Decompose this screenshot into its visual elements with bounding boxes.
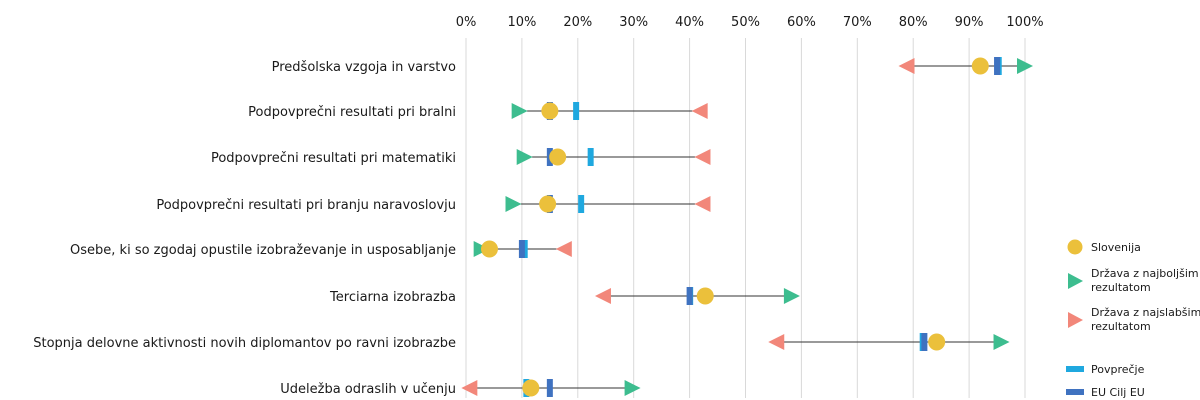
category-row [505, 195, 711, 213]
worst-country-marker [694, 196, 711, 212]
average-marker [578, 195, 585, 213]
eu-target-marker [994, 57, 1001, 75]
category-row [594, 287, 800, 305]
legend-label: rezultatom [1091, 320, 1151, 333]
legend-swatch [1066, 389, 1084, 395]
category-label: Podpovprečni resultati pri branju naravo… [156, 198, 456, 213]
best-country-marker [505, 196, 522, 212]
worst-country-marker [691, 103, 708, 119]
x-tick-label: 100% [1006, 15, 1043, 30]
best-country-marker [511, 103, 528, 119]
x-tick-label: 40% [675, 15, 704, 30]
x-tick-label: 80% [899, 15, 928, 30]
worst-country-marker [898, 58, 915, 74]
slovenia-marker [971, 57, 989, 75]
worst-country-marker [768, 334, 785, 350]
average-marker [573, 102, 580, 120]
best-country-marker [624, 380, 641, 396]
slovenia-marker [696, 287, 714, 305]
legend-swatch [1068, 312, 1083, 328]
plot-marks [461, 57, 1033, 397]
worst-country-marker [555, 241, 572, 257]
slovenia-marker [549, 148, 567, 166]
legend-label: Država z najboljšim [1091, 267, 1199, 280]
slovenia-marker [480, 240, 498, 258]
category-label: Osebe, ki so zgodaj opustile izobraževan… [70, 243, 456, 258]
legend-item: Slovenija [1067, 239, 1141, 255]
average-marker [587, 148, 594, 166]
legend-label: rezultatom [1091, 281, 1151, 294]
best-country-marker [993, 334, 1010, 350]
legend-label: Povprečje [1091, 363, 1145, 376]
category-label: Udeležba odraslih v učenju [280, 382, 456, 397]
best-country-marker [516, 149, 533, 165]
legend-label: Država z najslabšim [1091, 306, 1200, 319]
x-tick-label: 60% [787, 15, 816, 30]
eu-target-marker [921, 333, 928, 351]
x-tick-label: 70% [843, 15, 872, 30]
category-row [516, 148, 711, 166]
worst-country-marker [461, 380, 478, 396]
legend-label: Slovenija [1091, 241, 1141, 254]
x-axis-ticks: 0% 10% 20% 30% 40% 50% 60% 70% 80% 90% 100% [456, 15, 1044, 30]
x-tick-label: 90% [955, 15, 984, 30]
eu-target-marker [518, 240, 525, 258]
category-label: Predšolska vzgoja in varstvo [272, 60, 456, 75]
x-tick-label: 20% [563, 15, 592, 30]
best-country-marker [1017, 58, 1033, 74]
slovenia-marker [541, 102, 559, 120]
category-row [768, 333, 1010, 351]
legend-item: Povprečje [1066, 363, 1145, 376]
legend-swatch [1068, 273, 1083, 289]
legend-item: EU Cilj EU [1066, 386, 1145, 399]
slovenia-marker [928, 333, 946, 351]
x-tick-label: 10% [507, 15, 536, 30]
category-label: Terciarna izobrazba [329, 290, 456, 305]
category-row [461, 379, 641, 397]
category-labels: Predšolska vzgoja in varstvo Podpovprečni… [33, 60, 456, 397]
eu-target-marker [686, 287, 693, 305]
legend-swatch [1066, 366, 1084, 372]
worst-country-marker [594, 288, 611, 304]
slovenia-marker [539, 195, 557, 213]
category-row [511, 102, 708, 120]
gridlines [465, 38, 1026, 398]
slovenia-marker [522, 379, 540, 397]
x-tick-label: 30% [619, 15, 648, 30]
category-label: Podpovprečni resultati pri matematiki [211, 151, 456, 166]
x-tick-label: 0% [456, 15, 477, 30]
x-tick-label: 50% [731, 15, 760, 30]
worst-country-marker [694, 149, 711, 165]
legend-label: EU Cilj EU [1091, 386, 1145, 399]
legend-swatch [1067, 239, 1083, 255]
best-country-marker [783, 288, 800, 304]
category-row [473, 240, 572, 258]
category-label: Stopnja delovne aktivnosti novih diploma… [33, 336, 456, 351]
eu-target-marker [546, 379, 553, 397]
category-label: Podpovprečni resultati pri bralni [248, 105, 456, 120]
category-row [898, 57, 1033, 75]
